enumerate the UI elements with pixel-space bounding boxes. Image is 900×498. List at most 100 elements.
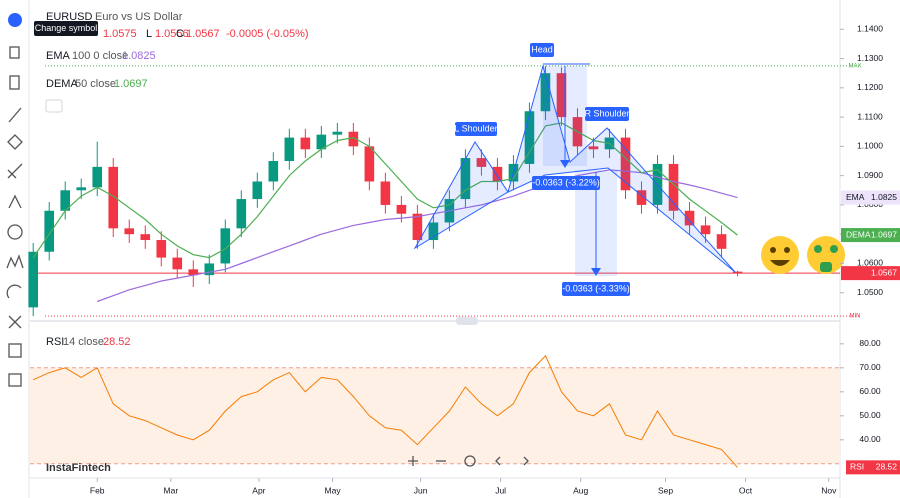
rsi-title: RSI xyxy=(46,336,64,348)
emoji-eye xyxy=(784,247,790,253)
reset[interactable] xyxy=(464,455,476,467)
zoom-in[interactable] xyxy=(408,456,418,466)
pattern-label: R Shoulder xyxy=(584,108,629,118)
collapse-button[interactable] xyxy=(45,99,63,113)
symbol-icon[interactable] xyxy=(8,13,22,27)
candle-body xyxy=(732,271,743,274)
candle-body xyxy=(76,187,87,191)
price-badge xyxy=(841,190,900,205)
label-box xyxy=(530,43,554,57)
x-tick-label: Mar xyxy=(164,485,179,495)
candle-body xyxy=(524,111,535,164)
y-tick-label: 1.1300 xyxy=(857,53,883,63)
badge-value: 28.52 xyxy=(876,462,898,472)
indicator-params: 50 close xyxy=(75,78,116,90)
candle-body xyxy=(60,190,71,211)
min-label: MIN xyxy=(850,314,861,320)
badge-value: 1.0825 xyxy=(871,192,897,202)
measure-arrowhead xyxy=(591,268,601,276)
tool-pattern[interactable] xyxy=(6,254,24,269)
candle-body xyxy=(364,146,375,182)
emoji-mouth xyxy=(770,260,790,266)
candle-body xyxy=(396,204,407,214)
candle-body xyxy=(668,163,679,211)
symbol: EURUSD xyxy=(46,11,93,23)
pattern-label: L Shoulder xyxy=(454,123,497,133)
candle-body xyxy=(700,225,711,235)
candle-body xyxy=(540,73,551,112)
measure-label: -0.0363 (-3.33%) xyxy=(562,283,630,293)
x-tick-label: Aug xyxy=(573,485,588,495)
badge-name: RSI xyxy=(850,462,864,472)
tool-cursor[interactable] xyxy=(9,46,20,59)
rsi-band xyxy=(30,367,840,464)
candle-body xyxy=(92,166,103,188)
ohlc-label: C xyxy=(176,28,184,40)
label-box xyxy=(532,176,600,190)
badge-value: 1.0567 xyxy=(871,267,897,277)
price-badge xyxy=(841,228,900,243)
emoji-face xyxy=(761,236,799,274)
zoom-controls xyxy=(408,455,529,467)
candle-body xyxy=(44,210,55,252)
ohlc-high: 1.0575 xyxy=(103,28,137,40)
tool-lines[interactable] xyxy=(7,163,23,179)
y-tick-label: 1.1100 xyxy=(857,111,883,121)
pattern-label: Head xyxy=(531,44,553,54)
x-tick-label: Jun xyxy=(414,485,428,495)
y-tick-label: 1.1200 xyxy=(857,82,883,92)
indicator-params: 100 0 close xyxy=(72,50,128,62)
tooltip-box xyxy=(34,21,98,36)
emoji-tongue xyxy=(820,262,832,272)
tool-shape[interactable] xyxy=(7,134,23,150)
candle-body xyxy=(124,228,135,235)
badge-value: 1.0697 xyxy=(871,229,897,239)
tool-fx[interactable] xyxy=(8,107,22,123)
pane-handle[interactable] xyxy=(456,317,478,325)
emoji-eye xyxy=(814,245,822,253)
tool-camera[interactable] xyxy=(8,373,22,387)
candle-body xyxy=(204,263,215,276)
candle-body xyxy=(460,158,471,200)
tooltip: Change symbol xyxy=(35,23,98,33)
tool-brush[interactable] xyxy=(8,194,22,209)
x-tick-label: Jul xyxy=(495,485,506,495)
candle-body xyxy=(428,222,439,241)
candle-body xyxy=(284,137,295,161)
candle-body xyxy=(140,234,151,241)
tool-bars[interactable] xyxy=(9,75,20,90)
rsi-value: 28.52 xyxy=(103,336,131,348)
tool-magnet[interactable] xyxy=(6,284,22,299)
tool-hide[interactable] xyxy=(8,315,22,329)
candle-body xyxy=(268,161,279,182)
scroll-left[interactable] xyxy=(495,456,501,466)
x-tick-label: Oct xyxy=(739,485,753,495)
candle-body xyxy=(556,73,567,118)
tool-emoji[interactable] xyxy=(7,224,23,240)
rsi-badge xyxy=(846,460,900,475)
max-label: MAX xyxy=(848,63,861,69)
rsi-line xyxy=(32,354,738,468)
scroll-right[interactable] xyxy=(523,456,529,466)
y-tick-label: 1.1000 xyxy=(857,141,883,151)
rsi-pane xyxy=(32,354,738,468)
price-pane xyxy=(28,65,860,317)
measure-arrowhead xyxy=(560,160,570,168)
x-tick-label: May xyxy=(325,485,342,495)
y-tick-label: 1.0500 xyxy=(857,287,883,297)
candle-body xyxy=(108,166,119,229)
ohlc-low: 1.0556 xyxy=(155,28,189,40)
ohlc-change: -0.0005 (-0.05%) xyxy=(226,28,309,40)
indicator-value: 1.0825 xyxy=(122,50,156,62)
tool-lock[interactable] xyxy=(8,343,22,358)
x-tick-label: Apr xyxy=(252,485,265,495)
indicator-value: 1.0697 xyxy=(114,78,148,90)
emoji-eye xyxy=(830,245,838,253)
axes: 1.1400 1.1300 1.1200 1.1100 1.1000 1.0900 1.08… xyxy=(90,24,900,495)
toolbar xyxy=(6,0,30,498)
y-tick-label: 80.00 xyxy=(859,338,881,348)
symbol-description: Euro vs US Dollar xyxy=(95,11,183,23)
candle-body xyxy=(316,134,327,150)
x-tick-label: Nov xyxy=(821,485,837,495)
